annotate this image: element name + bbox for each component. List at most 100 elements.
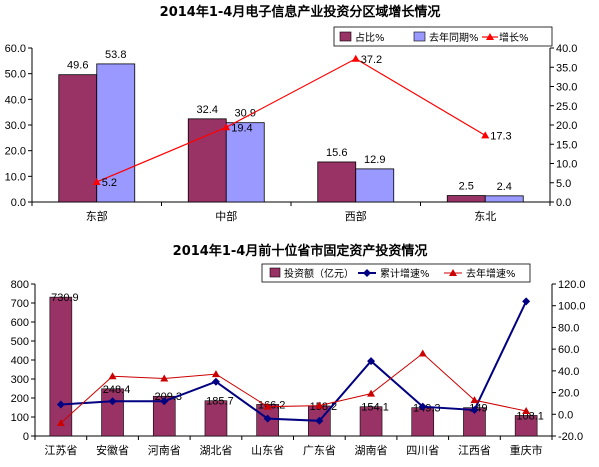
chart-1-y-tick-label-left: 40.0 <box>5 94 26 106</box>
chart-2-y-tick-label-left: 600 <box>11 317 29 329</box>
chart-2-point <box>315 416 324 425</box>
chart-2-y-tick-label-left: 500 <box>11 336 29 348</box>
chart-1-line-data-label: 17.3 <box>490 130 511 142</box>
chart-2-legend-box <box>261 263 531 283</box>
chart-1-data-label: 30.9 <box>235 108 256 120</box>
chart-2-legend-label: 累计增速% <box>380 267 430 280</box>
chart-2-x-tick-label: 山东省 <box>251 444 284 457</box>
chart-2-point <box>108 372 117 380</box>
chart-1-y-tick-label-right: 5.0 <box>556 178 571 190</box>
chart-1-legend-marker <box>486 33 494 40</box>
chart-2-x-tick-label: 江苏省 <box>44 444 77 457</box>
chart-2-data-label: 149.3 <box>413 403 441 415</box>
chart-2-point <box>263 414 272 423</box>
chart-2-x-tick-label: 四川省 <box>406 444 439 457</box>
chart-2-y-tick-label-right: 60.0 <box>558 344 579 356</box>
chart-2-legend-label: 投资额（亿元） <box>284 267 354 280</box>
chart-1-y-tick-label-left: 50.0 <box>5 69 26 81</box>
chart-2-x-tick-label: 广东省 <box>303 444 336 457</box>
chart-2-y-tick-label-left: 400 <box>11 355 29 367</box>
chart-1-y-tick-label-right: 20.0 <box>556 120 577 132</box>
chart-1-x-tick-label: 东北 <box>474 210 496 223</box>
chart-2-title: 2014年1-4月前十位省市固定资产投资情况 <box>173 243 428 259</box>
chart-1-point <box>222 123 231 131</box>
chart-1-legend-swatch <box>413 31 426 42</box>
chart-2-point <box>160 374 169 382</box>
chart-2-point <box>108 397 117 406</box>
chart-2-x-tick-label: 重庆市 <box>510 443 543 457</box>
chart-1-y-tick-label-right: 0.0 <box>556 197 571 209</box>
chart-1-legend-swatch <box>339 31 352 42</box>
chart-2-y-tick-label-right: 20.0 <box>558 388 579 400</box>
chart-1-legend-label: 去年同期% <box>429 31 479 44</box>
chart-2-y-tick-label-right: 0.0 <box>558 409 573 421</box>
chart-1-y-tick-label-right: 40.0 <box>556 43 577 55</box>
chart-2-y-tick-label-right: -20.0 <box>558 431 583 443</box>
chart-1-y-tick-label-left: 10.0 <box>5 171 26 183</box>
chart-2-point <box>367 389 376 397</box>
chart-1-y-tick-label-left: 20.0 <box>5 146 26 158</box>
chart-1-point <box>92 177 101 185</box>
chart-1-bar <box>187 118 227 203</box>
chart-1-bar <box>317 161 357 203</box>
chart-2-y-tick-label-left: 700 <box>11 298 29 310</box>
chart-2-point <box>522 297 531 306</box>
chart-2-point <box>470 396 479 404</box>
chart-1-line-data-label: 19.4 <box>231 122 252 134</box>
chart-2-legend-marker <box>449 269 457 276</box>
chart-1-x-tick-label: 东部 <box>86 209 108 223</box>
chart-2-point <box>418 402 427 411</box>
chart-1-y-tick-label-right: 15.0 <box>556 139 577 151</box>
chart-1-data-label: 2.4 <box>497 181 512 193</box>
chart-1: 2014年1-4月电子信息产业投资分区域增长情况 0.0 10.0 20.0 30.0 4… <box>5 4 578 223</box>
chart-1-legend-box <box>333 26 553 47</box>
chart-2-y-tick-label-left: 100 <box>11 412 29 424</box>
chart-2-point <box>56 400 65 409</box>
chart-2-x-tick-label: 安徽省 <box>96 443 129 457</box>
chart-2-data-label: 108.1 <box>516 410 544 422</box>
chart-1-data-label: 53.8 <box>105 49 126 61</box>
chart-2-y-tick-label-right: 120.0 <box>558 279 586 291</box>
chart-1-data-label: 12.9 <box>364 154 385 166</box>
chart-2-bar <box>204 400 228 437</box>
chart-1-x-tick-label: 西部 <box>345 209 367 223</box>
chart-1-line-data-label: 37.2 <box>361 54 382 66</box>
chart-1-bar <box>446 195 486 203</box>
chart-1-legend-label: 增长% <box>499 31 529 44</box>
chart-2-bar <box>101 388 124 437</box>
chart-1-y-tick-label-left: 0.0 <box>11 197 26 209</box>
chart-2-y-tick-label-left: 200 <box>11 393 29 405</box>
chart-1-y-tick-label-right: 30.0 <box>556 82 577 94</box>
chart-2-data-label: 158.2 <box>310 401 338 413</box>
chart-2: 2014年1-4月前十位省市固定资产投资情况 0 100 200 300 400 500 60… <box>11 243 586 457</box>
chart-1-line-data-label: 5.2 <box>102 177 117 189</box>
chart-2-point <box>418 349 427 357</box>
chart-1-data-label: 2.5 <box>459 181 474 193</box>
chart-2-data-label: 248.4 <box>103 384 131 396</box>
chart-2-bar <box>514 415 538 437</box>
chart-2-x-tick-label: 河南省 <box>148 444 181 457</box>
chart-2-data-label: 185.7 <box>206 396 234 408</box>
chart-2-x-tick-label: 湖北省 <box>199 444 232 457</box>
chart-2-y-tick-label-right: 100.0 <box>558 301 586 313</box>
chart-1-y-tick-label-right: 25.0 <box>556 101 577 113</box>
chart-1-series-line <box>96 58 486 183</box>
chart-1-data-label: 49.6 <box>67 60 88 72</box>
chart-1-point <box>351 54 360 62</box>
chart-2-y-tick-label-left: 800 <box>11 279 29 291</box>
chart-1-data-label: 15.6 <box>326 147 347 159</box>
chart-2-legend-swatch <box>269 267 281 278</box>
chart-2-point <box>211 370 220 378</box>
chart-1-legend: 占比% 去年同期% 增长% <box>333 26 553 47</box>
chart-2-series-line <box>60 300 528 422</box>
chart-2-point <box>315 401 324 409</box>
chart-2-y-tick-label-right: 80.0 <box>558 322 579 334</box>
chart-2-y-tick-label-left: 300 <box>11 374 29 386</box>
chart-2-x-tick-label: 江西省 <box>458 444 491 457</box>
chart-1-title: 2014年1-4月电子信息产业投资分区域增长情况 <box>160 4 441 20</box>
chart-2-data-label: 154.1 <box>361 402 389 414</box>
chart-2-point <box>56 418 65 426</box>
chart-2-point <box>522 407 531 415</box>
chart-1-point <box>481 131 490 139</box>
